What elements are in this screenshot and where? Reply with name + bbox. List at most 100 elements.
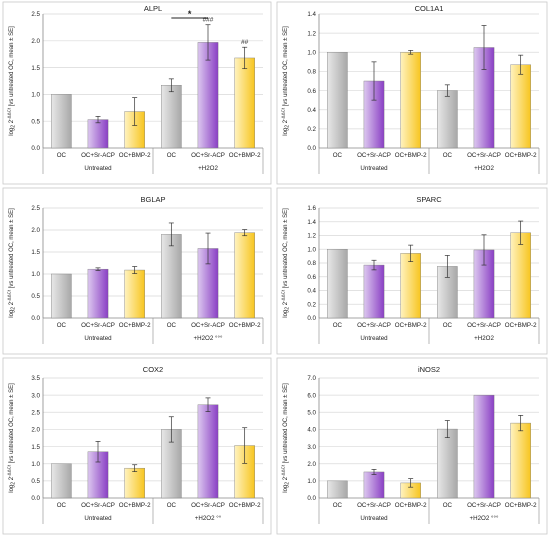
x-tick-label: OC+Sr-ACP xyxy=(191,322,225,329)
significance-bracket: * xyxy=(171,9,208,19)
chart-title: ALPL xyxy=(144,4,162,13)
bar-oc-bmp-2-5 xyxy=(510,64,531,149)
group-label: +H2O2 °° xyxy=(195,515,222,522)
chart-panel-cox2: 0.0 0.5 1.0 1.5 2.0 2.5 3.0 3.5 COX2 log2 2-ΔΔCt … xyxy=(2,357,272,535)
y-tick-label: 2.5 xyxy=(31,205,40,212)
error-bar xyxy=(444,84,450,97)
bar-oc-bmp-2-2 xyxy=(400,253,421,319)
panel-frame xyxy=(2,1,272,185)
y-tick-label: 1.0 xyxy=(307,478,316,485)
y-tick-label: 1.5 xyxy=(31,65,40,72)
x-tick-label: OC+Sr-ACP xyxy=(467,322,501,329)
x-tick-label: OC+BMP-2 xyxy=(229,152,261,159)
bar-oc-0 xyxy=(51,94,72,149)
bar-oc-bmp-2-2 xyxy=(400,52,421,149)
error-bar xyxy=(444,255,450,278)
x-tick-label: OC+Sr-ACP xyxy=(357,152,391,159)
error-bar xyxy=(371,61,377,101)
group-label: Untreated xyxy=(84,335,112,342)
error-bar xyxy=(168,78,174,93)
y-tick-label: 2.0 xyxy=(31,227,40,234)
bar-oc-0 xyxy=(51,463,72,499)
x-tick-label: OC+BMP-2 xyxy=(395,502,427,509)
chart-title: COL1A1 xyxy=(415,4,444,13)
y-tick-label: 1.5 xyxy=(31,249,40,256)
bar-oc-bmp-2-5 xyxy=(510,422,531,499)
error-bar xyxy=(95,267,101,271)
bar-oc-bmp-2-5 xyxy=(510,232,531,319)
x-tick-label: OC+BMP-2 xyxy=(229,322,261,329)
bar-oc-bmp-2-5 xyxy=(234,57,255,149)
error-bar xyxy=(371,259,377,271)
y-tick-label: 0.0 xyxy=(307,495,316,502)
error-bar xyxy=(168,222,174,247)
y-tick-label: 1.0 xyxy=(31,271,40,278)
y-tick-label: 1.0 xyxy=(31,92,40,99)
x-tick-label: OC+Sr-ACP xyxy=(357,322,391,329)
x-tick-label: OC+BMP-2 xyxy=(505,322,537,329)
group-label: +H2O2 xyxy=(198,165,218,172)
y-tick-label: 2.0 xyxy=(307,461,316,468)
x-tick-label: OC xyxy=(57,322,67,329)
y-tick-label: 0.5 xyxy=(31,118,40,125)
x-tick-label: OC+BMP-2 xyxy=(119,152,151,159)
y-tick-label: 0.0 xyxy=(31,495,40,502)
x-tick-label: OC xyxy=(333,502,343,509)
error-bar xyxy=(242,229,248,237)
x-tick-label: OC+BMP-2 xyxy=(119,502,151,509)
chart-title: iNOS2 xyxy=(418,365,440,374)
error-bar xyxy=(408,478,414,488)
error-bar xyxy=(518,220,524,245)
group-label: Untreated xyxy=(84,165,112,172)
y-tick-label: 1.0 xyxy=(307,49,316,56)
bar-oc-sr-acp-1 xyxy=(87,119,109,149)
x-tick-label: OC xyxy=(443,152,453,159)
x-tick-label: OC xyxy=(167,322,177,329)
y-axis-label: log2 2-ΔΔCt [vs untreated OC, mean ± SE] xyxy=(7,26,17,136)
x-tick-label: OC+Sr-ACP xyxy=(357,502,391,509)
error-bar xyxy=(168,416,174,443)
error-bar xyxy=(481,234,487,266)
group-label: +H2O2 °°° xyxy=(470,515,499,522)
chart-panel-bglap: 0.0 0.5 1.0 1.5 2.0 2.5 BGLAP log2 2-ΔΔCt [vs u… xyxy=(2,187,272,355)
bar-oc-3 xyxy=(161,234,182,319)
x-tick-label: OC+Sr-ACP xyxy=(81,502,115,509)
y-axis-label: log2 2-ΔΔCt [vs untreated OC, mean ± SE] xyxy=(281,383,291,493)
x-tick-label: OC+BMP-2 xyxy=(395,152,427,159)
y-tick-label: 6.0 xyxy=(307,392,316,399)
bar-oc-0 xyxy=(327,249,348,319)
error-bar xyxy=(371,469,377,475)
y-tick-label: 1.4 xyxy=(307,219,316,226)
group-label: Untreated xyxy=(360,165,388,172)
error-bar xyxy=(132,97,138,126)
y-tick-label: 2.0 xyxy=(31,38,40,45)
x-tick-label: OC+Sr-ACP xyxy=(191,502,225,509)
x-tick-label: OC+BMP-2 xyxy=(229,502,261,509)
y-tick-label: 2.0 xyxy=(31,427,40,434)
bar-oc-3 xyxy=(437,428,458,499)
y-tick-label: 3.5 xyxy=(31,375,40,382)
error-bar xyxy=(95,116,101,124)
y-axis-label: log2 2-ΔΔCt [vs untreated OC, mean ± SE] xyxy=(7,208,17,318)
y-tick-label: 0.6 xyxy=(307,88,316,95)
error-bar xyxy=(132,464,138,472)
error-bar xyxy=(242,427,248,464)
bar-oc-bmp-2-2 xyxy=(124,269,145,319)
y-axis-label: log2 2-ΔΔCt [vs untreated OC, mean ± SE] xyxy=(281,26,291,136)
bar-oc-0 xyxy=(327,480,348,499)
error-bar xyxy=(481,25,487,70)
bar-oc-3 xyxy=(161,85,182,149)
x-tick-label: OC+Sr-ACP xyxy=(81,322,115,329)
x-tick-label: OC+BMP-2 xyxy=(119,322,151,329)
error-bar xyxy=(205,24,211,61)
error-bar xyxy=(408,50,414,55)
y-tick-label: 7.0 xyxy=(307,375,316,382)
y-tick-label: 0.0 xyxy=(307,315,316,322)
x-tick-label: OC xyxy=(57,502,67,509)
x-tick-label: OC xyxy=(443,322,453,329)
y-tick-label: 1.4 xyxy=(307,11,316,18)
y-tick-label: 1.5 xyxy=(31,444,40,451)
chart-title: BGLAP xyxy=(140,195,165,204)
error-bar xyxy=(132,266,138,274)
